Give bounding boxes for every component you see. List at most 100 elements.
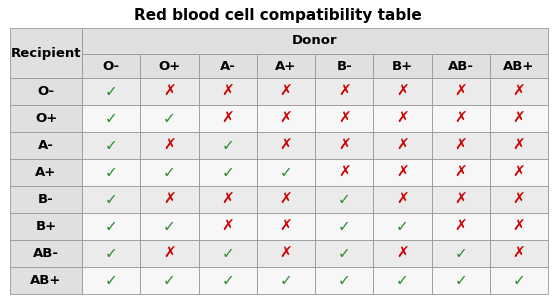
FancyBboxPatch shape xyxy=(82,54,140,78)
Text: ✗: ✗ xyxy=(396,138,409,153)
Text: ✓: ✓ xyxy=(396,219,409,234)
Text: ✓: ✓ xyxy=(163,273,176,288)
FancyBboxPatch shape xyxy=(257,78,315,105)
FancyBboxPatch shape xyxy=(373,186,431,213)
FancyBboxPatch shape xyxy=(315,54,373,78)
FancyBboxPatch shape xyxy=(10,159,82,186)
FancyBboxPatch shape xyxy=(198,240,257,267)
Text: ✓: ✓ xyxy=(337,192,350,207)
FancyBboxPatch shape xyxy=(198,105,257,132)
FancyBboxPatch shape xyxy=(82,267,140,294)
Text: ✗: ✗ xyxy=(280,219,292,234)
FancyBboxPatch shape xyxy=(431,240,490,267)
Text: ✗: ✗ xyxy=(337,84,350,99)
Text: ✓: ✓ xyxy=(105,219,117,234)
Text: AB-: AB- xyxy=(448,59,474,72)
FancyBboxPatch shape xyxy=(315,240,373,267)
Text: ✗: ✗ xyxy=(280,246,292,261)
Text: ✗: ✗ xyxy=(163,246,176,261)
Text: ✓: ✓ xyxy=(163,165,176,180)
FancyBboxPatch shape xyxy=(82,159,140,186)
FancyBboxPatch shape xyxy=(490,78,548,105)
FancyBboxPatch shape xyxy=(82,240,140,267)
FancyBboxPatch shape xyxy=(490,213,548,240)
Text: ✓: ✓ xyxy=(105,273,117,288)
Text: O-: O- xyxy=(102,59,120,72)
Text: ✗: ✗ xyxy=(513,84,525,99)
Text: ✓: ✓ xyxy=(105,165,117,180)
FancyBboxPatch shape xyxy=(373,78,431,105)
FancyBboxPatch shape xyxy=(198,267,257,294)
FancyBboxPatch shape xyxy=(198,213,257,240)
Text: ✓: ✓ xyxy=(513,273,525,288)
Text: ✗: ✗ xyxy=(337,111,350,126)
FancyBboxPatch shape xyxy=(431,105,490,132)
FancyBboxPatch shape xyxy=(82,28,548,54)
Text: Recipient: Recipient xyxy=(11,47,81,59)
FancyBboxPatch shape xyxy=(490,54,548,78)
FancyBboxPatch shape xyxy=(82,213,140,240)
FancyBboxPatch shape xyxy=(257,240,315,267)
FancyBboxPatch shape xyxy=(10,28,82,78)
Text: ✗: ✗ xyxy=(454,219,467,234)
FancyBboxPatch shape xyxy=(373,267,431,294)
Text: ✓: ✓ xyxy=(105,246,117,261)
Text: B+: B+ xyxy=(36,220,57,233)
Text: O+: O+ xyxy=(35,112,57,125)
FancyBboxPatch shape xyxy=(140,159,198,186)
Text: ✓: ✓ xyxy=(396,273,409,288)
Text: ✗: ✗ xyxy=(280,111,292,126)
FancyBboxPatch shape xyxy=(373,240,431,267)
FancyBboxPatch shape xyxy=(82,78,140,105)
Text: ✗: ✗ xyxy=(513,246,525,261)
Text: B+: B+ xyxy=(392,59,413,72)
Text: A+: A+ xyxy=(275,59,296,72)
Text: ✗: ✗ xyxy=(280,138,292,153)
FancyBboxPatch shape xyxy=(82,132,140,159)
Text: ✗: ✗ xyxy=(221,219,234,234)
Text: ✓: ✓ xyxy=(454,246,467,261)
FancyBboxPatch shape xyxy=(315,132,373,159)
Text: ✓: ✓ xyxy=(221,246,234,261)
Text: ✗: ✗ xyxy=(454,138,467,153)
FancyBboxPatch shape xyxy=(82,186,140,213)
FancyBboxPatch shape xyxy=(431,54,490,78)
FancyBboxPatch shape xyxy=(198,78,257,105)
Text: ✗: ✗ xyxy=(454,165,467,180)
FancyBboxPatch shape xyxy=(140,186,198,213)
Text: ✗: ✗ xyxy=(396,246,409,261)
Text: A-: A- xyxy=(220,59,236,72)
Text: ✗: ✗ xyxy=(337,165,350,180)
FancyBboxPatch shape xyxy=(373,54,431,78)
Text: A+: A+ xyxy=(36,166,57,179)
FancyBboxPatch shape xyxy=(490,240,548,267)
Text: B-: B- xyxy=(38,193,54,206)
FancyBboxPatch shape xyxy=(257,186,315,213)
Text: O-: O- xyxy=(37,85,54,98)
Text: ✗: ✗ xyxy=(396,84,409,99)
FancyBboxPatch shape xyxy=(490,105,548,132)
Text: ✗: ✗ xyxy=(337,138,350,153)
FancyBboxPatch shape xyxy=(315,267,373,294)
FancyBboxPatch shape xyxy=(431,213,490,240)
Text: ✓: ✓ xyxy=(280,165,292,180)
FancyBboxPatch shape xyxy=(10,240,82,267)
FancyBboxPatch shape xyxy=(315,213,373,240)
FancyBboxPatch shape xyxy=(373,159,431,186)
Text: ✗: ✗ xyxy=(163,138,176,153)
Text: ✗: ✗ xyxy=(454,84,467,99)
FancyBboxPatch shape xyxy=(198,186,257,213)
FancyBboxPatch shape xyxy=(140,267,198,294)
Text: ✗: ✗ xyxy=(513,138,525,153)
Text: O+: O+ xyxy=(158,59,181,72)
Text: ✓: ✓ xyxy=(337,246,350,261)
Text: ✓: ✓ xyxy=(105,84,117,99)
FancyBboxPatch shape xyxy=(490,267,548,294)
FancyBboxPatch shape xyxy=(315,78,373,105)
Text: ✓: ✓ xyxy=(337,273,350,288)
Text: Red blood cell compatibility table: Red blood cell compatibility table xyxy=(134,8,422,23)
FancyBboxPatch shape xyxy=(257,54,315,78)
Text: ✗: ✗ xyxy=(513,219,525,234)
Text: ✗: ✗ xyxy=(454,111,467,126)
FancyBboxPatch shape xyxy=(140,240,198,267)
